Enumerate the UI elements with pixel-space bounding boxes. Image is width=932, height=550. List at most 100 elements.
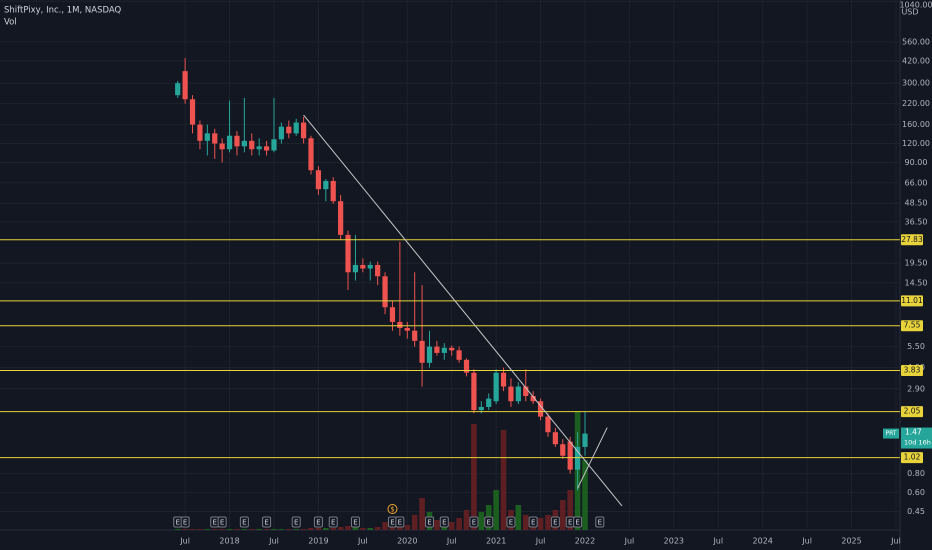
event-label: E bbox=[531, 519, 535, 527]
candle-body bbox=[278, 126, 284, 140]
volume-bar bbox=[352, 527, 359, 530]
volume-bar bbox=[271, 529, 277, 530]
volume-bar bbox=[300, 529, 307, 530]
y-tick-label: 2.90 bbox=[907, 384, 925, 393]
event-label: E bbox=[472, 519, 476, 527]
volume-bar bbox=[500, 430, 507, 530]
level-label: 7.55 bbox=[904, 321, 921, 330]
candle-body bbox=[478, 406, 484, 411]
y-tick-label: 120.00 bbox=[902, 139, 930, 148]
x-tick-label: Jul bbox=[179, 537, 190, 546]
candle-body bbox=[212, 133, 218, 144]
candle-body bbox=[175, 83, 181, 96]
candle-body bbox=[426, 346, 433, 363]
event-label: E bbox=[331, 519, 335, 527]
event-label: E bbox=[264, 519, 268, 527]
candle-body bbox=[256, 146, 262, 150]
candle-body bbox=[301, 122, 307, 139]
candle-body bbox=[226, 135, 233, 150]
candle-body bbox=[189, 99, 196, 125]
y-tick-label: 0.60 bbox=[907, 488, 925, 497]
candle-body bbox=[434, 346, 440, 353]
event-label: E bbox=[442, 519, 446, 527]
event-label: E bbox=[353, 519, 357, 527]
event-marker bbox=[439, 516, 449, 528]
event-marker bbox=[484, 516, 494, 528]
candle-body bbox=[197, 124, 203, 141]
event-label: E bbox=[294, 519, 298, 527]
volume-bar bbox=[315, 528, 322, 530]
event-marker bbox=[313, 516, 323, 528]
x-tick-label: Jul bbox=[712, 537, 723, 546]
volume-bar bbox=[285, 529, 292, 530]
level-tag bbox=[901, 234, 923, 246]
event-marker bbox=[395, 516, 405, 528]
candle-body bbox=[389, 307, 396, 322]
y-tick-label: 160.00 bbox=[902, 120, 930, 129]
candle-body bbox=[582, 433, 588, 447]
candle-body bbox=[293, 122, 299, 134]
price-symbol: PRT bbox=[885, 430, 896, 437]
candle-body bbox=[471, 372, 477, 411]
candle-body bbox=[456, 350, 462, 360]
event-label: E bbox=[598, 519, 602, 527]
candle-body bbox=[271, 139, 277, 151]
event-marker bbox=[328, 516, 338, 528]
y-tick-label: 36.50 bbox=[905, 217, 928, 226]
event-marker bbox=[180, 516, 190, 528]
event-marker bbox=[239, 516, 249, 528]
candle-body bbox=[449, 347, 455, 351]
x-tick-label: 2022 bbox=[575, 537, 595, 546]
candle-body bbox=[241, 140, 247, 147]
x-tick-label: 2021 bbox=[486, 537, 506, 546]
level-label: 3.83 bbox=[904, 365, 921, 374]
candle-body bbox=[441, 347, 447, 353]
volume-bar bbox=[234, 529, 240, 530]
volume-bar bbox=[219, 529, 225, 530]
volume-bar bbox=[522, 515, 529, 530]
event-label: E bbox=[487, 519, 491, 527]
volume-bar bbox=[278, 529, 285, 530]
volume-bar bbox=[323, 528, 329, 530]
candle-body bbox=[382, 276, 388, 308]
candle-body bbox=[286, 126, 292, 134]
x-tick-label: Jul bbox=[268, 537, 279, 546]
level-tag bbox=[901, 295, 923, 307]
event-label: E bbox=[553, 519, 557, 527]
event-marker bbox=[469, 516, 479, 528]
dividend-label: $ bbox=[390, 506, 394, 514]
volume-bar bbox=[293, 529, 299, 530]
y-tick-label: 0.80 bbox=[907, 469, 925, 478]
dividend-marker bbox=[387, 504, 398, 514]
volume-bar bbox=[456, 518, 462, 530]
event-marker bbox=[291, 516, 301, 528]
event-label: E bbox=[398, 519, 402, 527]
x-tick-label: Jul bbox=[890, 537, 901, 546]
volume-bar bbox=[434, 520, 440, 530]
candle-body bbox=[537, 401, 544, 417]
level-tag bbox=[901, 364, 923, 376]
x-tick-label: Jul bbox=[446, 537, 457, 546]
trendline bbox=[577, 427, 608, 489]
event-marker bbox=[424, 516, 434, 528]
volume-label: Vol bbox=[4, 18, 17, 28]
candle-body bbox=[500, 372, 507, 387]
event-label: E bbox=[509, 519, 513, 527]
volume-bar bbox=[419, 498, 425, 530]
candle-body bbox=[204, 133, 210, 141]
y-tick-label: 66.00 bbox=[905, 178, 928, 187]
candle-body bbox=[375, 264, 381, 277]
x-tick-label: 2020 bbox=[397, 537, 417, 546]
candle-body bbox=[412, 330, 418, 341]
candle-body bbox=[574, 446, 581, 470]
x-tick-label: 2023 bbox=[664, 537, 684, 546]
candle-body bbox=[567, 441, 573, 470]
volume-bar bbox=[174, 529, 181, 530]
candle-body bbox=[360, 264, 366, 269]
event-marker bbox=[595, 516, 605, 528]
candle-body bbox=[397, 321, 403, 328]
level-label: 11.01 bbox=[901, 296, 923, 305]
event-marker bbox=[217, 516, 227, 528]
y-tick-label: 19.50 bbox=[905, 259, 928, 268]
